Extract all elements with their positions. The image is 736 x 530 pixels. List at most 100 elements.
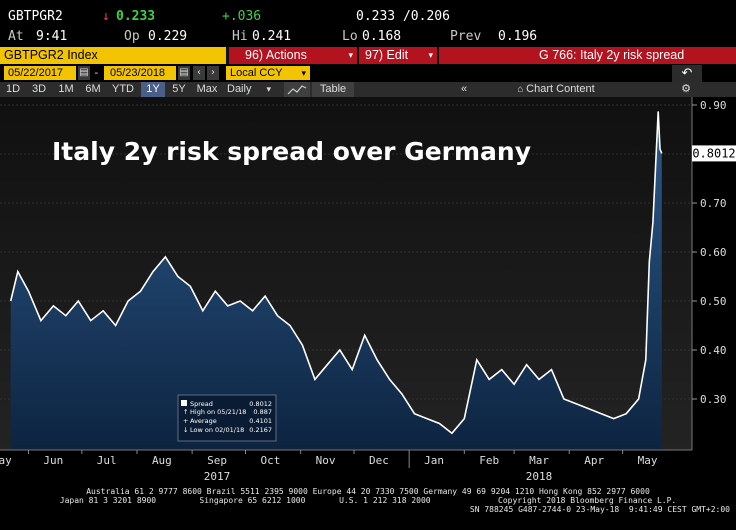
- frequency-select[interactable]: Daily ▾: [225, 82, 275, 97]
- time-label: At: [8, 29, 24, 44]
- price-change: +.036: [222, 9, 262, 24]
- open-label: Op: [124, 29, 140, 44]
- data-point: [388, 378, 390, 380]
- currency-select[interactable]: Local CCY ▾: [226, 66, 310, 80]
- data-point: [413, 413, 415, 415]
- data-point: [500, 368, 502, 370]
- range-1m[interactable]: 1M: [58, 83, 74, 95]
- data-point: [177, 275, 179, 277]
- range-max[interactable]: Max: [196, 83, 218, 95]
- y-tick-label: 0.30: [700, 393, 727, 406]
- data-point: [17, 270, 19, 272]
- data-point: [27, 290, 29, 292]
- line-chart-glyph: [287, 85, 307, 95]
- data-point: [550, 368, 552, 370]
- data-point: [114, 324, 116, 326]
- prev-period-icon[interactable]: ‹: [193, 66, 205, 80]
- data-point: [661, 152, 663, 154]
- end-date-field[interactable]: 05/23/2018: [104, 66, 176, 80]
- settings-gear-icon[interactable]: ⚙: [681, 83, 691, 95]
- x-month-label: Jan: [424, 454, 444, 467]
- data-point: [426, 417, 428, 419]
- legend-average-icon: +: [183, 417, 188, 425]
- chart-content-icon: ⌂: [517, 84, 527, 95]
- chart-content-button[interactable]: ⌂ Chart Content: [506, 82, 606, 97]
- calendar-icon[interactable]: ▤: [178, 66, 190, 80]
- y-tick-label: 0.70: [700, 197, 727, 210]
- x-month-label: Feb: [479, 454, 499, 467]
- high-label: Hi: [232, 29, 248, 44]
- x-month-label: Apr: [584, 454, 604, 467]
- actions-label: 96) Actions: [245, 48, 307, 62]
- data-point: [251, 310, 253, 312]
- dropdown-arrow-icon: ▾: [301, 68, 306, 78]
- legend-box: Spread 0.8012 ↑ High on 05/21/18 0.887 +…: [177, 394, 277, 442]
- data-point: [463, 417, 465, 419]
- y-tick-label: 0.60: [700, 246, 727, 259]
- data-point: [376, 359, 378, 361]
- price-chart[interactable]: 0.300.400.500.600.700.800.90 0.8012 MayJ…: [0, 97, 736, 485]
- data-point: [645, 359, 647, 361]
- legend-spread-label: Spread: [190, 400, 213, 408]
- y-tick-label: 0.90: [700, 99, 727, 112]
- dropdown-arrow-icon: ▾: [428, 50, 433, 60]
- data-point: [227, 305, 229, 307]
- undo-icon[interactable]: ↶: [672, 65, 702, 82]
- range-1d[interactable]: 1D: [5, 83, 21, 95]
- data-point: [276, 315, 278, 317]
- data-point: [659, 148, 661, 150]
- data-point: [127, 300, 129, 302]
- line-chart-icon[interactable]: [284, 82, 310, 97]
- data-point: [438, 422, 440, 424]
- range-6m[interactable]: 6M: [85, 83, 101, 95]
- legend-average-value: 0.4101: [249, 417, 272, 425]
- prev-value: 0.196: [498, 29, 538, 44]
- collapse-icon[interactable]: «: [460, 83, 468, 95]
- data-point: [588, 408, 590, 410]
- x-month-label: Dec: [369, 454, 389, 467]
- data-point: [102, 310, 104, 312]
- x-year-label: 2018: [526, 470, 553, 483]
- y-tick-label: 0.50: [700, 295, 727, 308]
- date-range-bar: 05/22/2017 ▤ - 05/23/2018 ▤ ‹ › Local CC…: [0, 65, 736, 82]
- last-value-label: 0.8012: [692, 146, 735, 160]
- edit-menu[interactable]: 97) Edit ▾: [359, 47, 437, 64]
- table-button[interactable]: Table: [312, 82, 354, 97]
- data-point: [289, 324, 291, 326]
- data-point: [538, 378, 540, 380]
- legend-high-value: 0.887: [253, 408, 272, 416]
- data-point: [139, 290, 141, 292]
- data-point: [314, 378, 316, 380]
- actions-menu[interactable]: 96) Actions ▾: [229, 47, 357, 64]
- x-axis-ticks: May Jun Jul Aug Sep Oct Nov Dec Jan Feb Mar Apr May 2…: [0, 450, 658, 483]
- data-point: [351, 368, 353, 370]
- data-point: [476, 359, 478, 361]
- next-period-icon[interactable]: ›: [207, 66, 219, 80]
- x-month-label: Sep: [207, 454, 227, 467]
- data-point: [239, 300, 241, 302]
- range-ytd[interactable]: YTD: [112, 83, 134, 95]
- calendar-icon[interactable]: ▤: [78, 66, 90, 80]
- data-point: [77, 300, 79, 302]
- data-point: [339, 349, 341, 351]
- high-value: 0.241: [252, 29, 292, 44]
- security-field[interactable]: GBTPGR2 Index: [0, 47, 226, 64]
- data-point: [40, 319, 42, 321]
- down-arrow-icon: ↓: [102, 9, 110, 24]
- legend-low-label: Low on 02/01/18: [190, 426, 244, 434]
- footer-line-2: Japan 81 3 3201 8900 Singapore 65 6212 1…: [59, 496, 677, 505]
- data-point: [52, 305, 54, 307]
- data-point: [189, 285, 191, 287]
- chart-content-label: Chart Content: [526, 83, 595, 95]
- x-month-label: Oct: [260, 454, 280, 467]
- footer-line-1: Australia 61 2 9777 8600 Brazil 5511 239…: [86, 487, 650, 496]
- time-value: 9:41: [36, 29, 68, 44]
- data-point: [600, 413, 602, 415]
- chart-title: Italy 2y risk spread over Germany: [52, 137, 531, 166]
- last-value-box: [692, 145, 736, 162]
- start-date-field[interactable]: 05/22/2017: [4, 66, 76, 80]
- range-5y[interactable]: 5Y: [172, 83, 186, 95]
- x-month-label: Nov: [316, 454, 336, 467]
- range-3d[interactable]: 3D: [31, 83, 47, 95]
- range-1y[interactable]: 1Y: [141, 82, 165, 97]
